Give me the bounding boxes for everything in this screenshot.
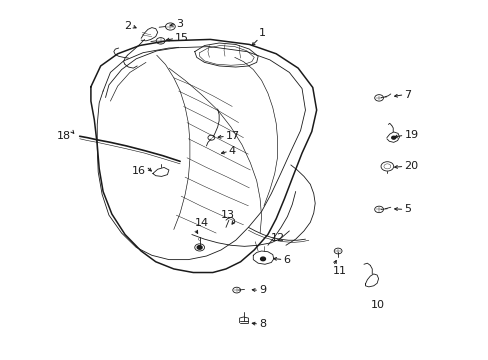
- Text: 13: 13: [220, 210, 234, 220]
- Text: 1: 1: [259, 28, 265, 39]
- Text: 3: 3: [176, 19, 183, 29]
- Text: 5: 5: [404, 204, 410, 215]
- Text: 12: 12: [271, 233, 285, 243]
- Text: 15: 15: [175, 33, 189, 43]
- Text: 4: 4: [228, 146, 236, 156]
- Circle shape: [197, 246, 202, 249]
- Text: 9: 9: [259, 285, 265, 296]
- Text: 17: 17: [225, 131, 240, 141]
- Text: 18: 18: [57, 131, 71, 140]
- Text: 16: 16: [132, 166, 146, 176]
- Text: 2: 2: [124, 21, 131, 31]
- Text: 10: 10: [370, 300, 385, 310]
- Text: 11: 11: [332, 266, 346, 276]
- Text: 14: 14: [194, 219, 208, 228]
- Text: 7: 7: [404, 90, 411, 100]
- Text: 20: 20: [404, 161, 418, 171]
- Circle shape: [260, 257, 265, 261]
- Text: 19: 19: [404, 130, 418, 140]
- Text: 6: 6: [283, 255, 290, 265]
- Text: 8: 8: [259, 319, 265, 329]
- Circle shape: [391, 136, 395, 139]
